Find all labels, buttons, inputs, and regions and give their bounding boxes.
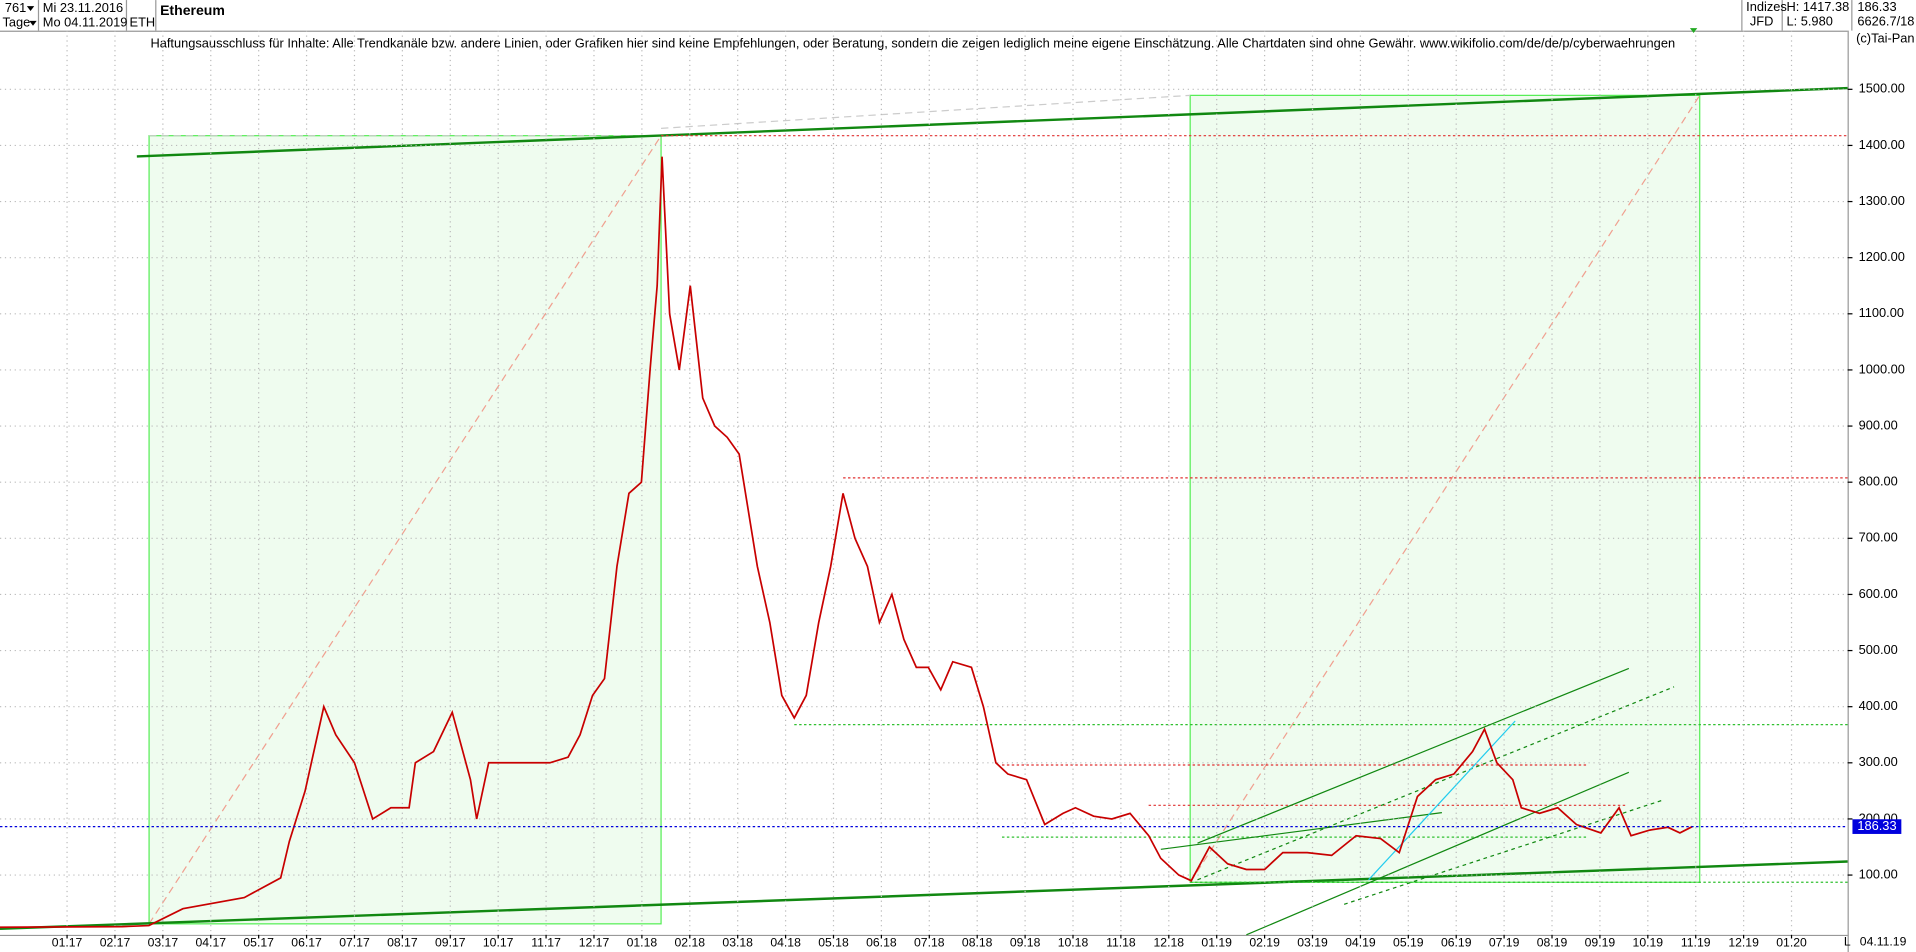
x-tick-label: 06.18 — [866, 936, 897, 950]
x-tick-label: 07.19 — [1489, 936, 1520, 950]
x-tick-label: 05.19 — [1393, 936, 1424, 950]
y-tick-label: 1300.00 — [1859, 193, 1905, 208]
marker — [1689, 28, 1698, 34]
y-tick-label: 1200.00 — [1859, 249, 1905, 264]
x-tick-label: 04.17 — [195, 936, 226, 950]
bar-count[interactable]: 761 — [5, 0, 26, 15]
x-tick-label: 09.17 — [435, 936, 466, 950]
x-tick-label: 10.19 — [1633, 936, 1664, 950]
diagonal — [1189, 95, 1701, 883]
y-tick-label: 1500.00 — [1859, 81, 1905, 96]
y-tick-label: 1000.00 — [1859, 361, 1905, 376]
diagonal — [148, 135, 662, 925]
y-tick-label: 1400.00 — [1859, 137, 1905, 152]
y-tick-label: 800.00 — [1859, 474, 1898, 489]
x-tick-label: 01.18 — [627, 936, 658, 950]
trendline — [1246, 771, 1630, 936]
x-tick-label: 09.18 — [1010, 936, 1041, 950]
price: 186.33 — [1857, 0, 1896, 14]
x-tick-label: 03.17 — [148, 936, 179, 950]
y-tick-label: 500.00 — [1859, 642, 1898, 657]
x-tick-label: 12.17 — [579, 936, 610, 950]
low: L: 5.980 — [1786, 13, 1832, 28]
y-tick-label: 100.00 — [1859, 866, 1898, 881]
x-tick-label: 02.19 — [1249, 936, 1280, 950]
x-tick-label: 11.18 — [1106, 936, 1136, 950]
dropdown-arrow[interactable] — [26, 6, 35, 12]
x-tick-label: 01.19 — [1201, 936, 1232, 950]
footer-mode: L — [1844, 934, 1851, 948]
copyright: (c)Tai-Pan — [1856, 31, 1914, 46]
header — [0, 0, 1853, 952]
x-tick-label: 01.17 — [52, 936, 83, 950]
last-price-label: 186.33 — [1857, 818, 1896, 833]
y-tick-label: 300.00 — [1859, 754, 1898, 769]
trendline — [1160, 812, 1442, 850]
y-tick-label: 700.00 — [1859, 530, 1898, 545]
footer-date: 04.11.19 — [1860, 934, 1907, 948]
x-tick-label: 05.17 — [243, 936, 274, 950]
x-tick-label: 08.18 — [962, 936, 993, 950]
trendline — [1197, 686, 1675, 881]
source: JFD — [1750, 13, 1774, 28]
trendline — [0, 860, 1848, 930]
trendline — [1197, 667, 1630, 844]
x-tick-label: 12.19 — [1728, 936, 1759, 950]
x-tick-label: 08.17 — [387, 936, 418, 950]
x-tick-label: 02.18 — [675, 936, 706, 950]
x-tick-label: 03.19 — [1297, 936, 1328, 950]
x-tick-label: 12.18 — [1154, 936, 1185, 950]
x-tick-label: 06.17 — [291, 936, 322, 950]
x-tick-label: 08.19 — [1537, 936, 1568, 950]
y-tick-label: 400.00 — [1859, 698, 1898, 713]
start-date[interactable]: Mi 23.11.2016 — [43, 0, 123, 15]
info: 6626.7/18 — [1857, 13, 1914, 28]
trendline — [136, 86, 1848, 158]
x-tick-label: 06.19 — [1441, 936, 1472, 950]
disclaimer: Haftungsausschluss für Inhalte: Alle Tre… — [150, 35, 1675, 50]
x-tick-label: 01.20 — [1776, 936, 1807, 950]
x-tick-label: 11.19 — [1681, 936, 1711, 950]
x-tick-label: 07.17 — [339, 936, 370, 950]
plot: 100.00200.00300.00400.00500.00600.00700.… — [0, 30, 1905, 950]
y-tick-label: 900.00 — [1859, 417, 1898, 432]
group: Indizes — [1746, 0, 1787, 14]
x-tick-label: 10.17 — [483, 936, 514, 950]
end-date[interactable]: Mo 04.11.2019 — [43, 15, 128, 30]
x-tick-label: 10.18 — [1058, 936, 1089, 950]
x-tick-label: 11.17 — [531, 936, 561, 950]
dropdown-arrow[interactable] — [29, 20, 37, 26]
price-line — [0, 156, 1693, 929]
symbol: ETH — [130, 15, 156, 30]
high: H: 1417.38 — [1786, 0, 1849, 14]
instrument-name: Ethereum — [160, 2, 225, 18]
x-tick-label: 07.18 — [914, 936, 945, 950]
x-tick-label: 02.17 — [100, 936, 131, 950]
period[interactable]: Tage — [2, 15, 30, 30]
drawings — [0, 86, 1848, 936]
x-tick-label: 03.18 — [722, 936, 753, 950]
y-tick-label: 1100.00 — [1859, 305, 1904, 320]
y-tick-label: 600.00 — [1859, 586, 1898, 601]
x-tick-label: 04.18 — [770, 936, 801, 950]
last-price-box — [1852, 819, 1902, 834]
guide — [661, 94, 1191, 129]
x-tick-label: 05.18 — [818, 936, 849, 950]
x-tick-label: 04.19 — [1345, 936, 1376, 950]
x-tick-label: 09.19 — [1585, 936, 1616, 950]
